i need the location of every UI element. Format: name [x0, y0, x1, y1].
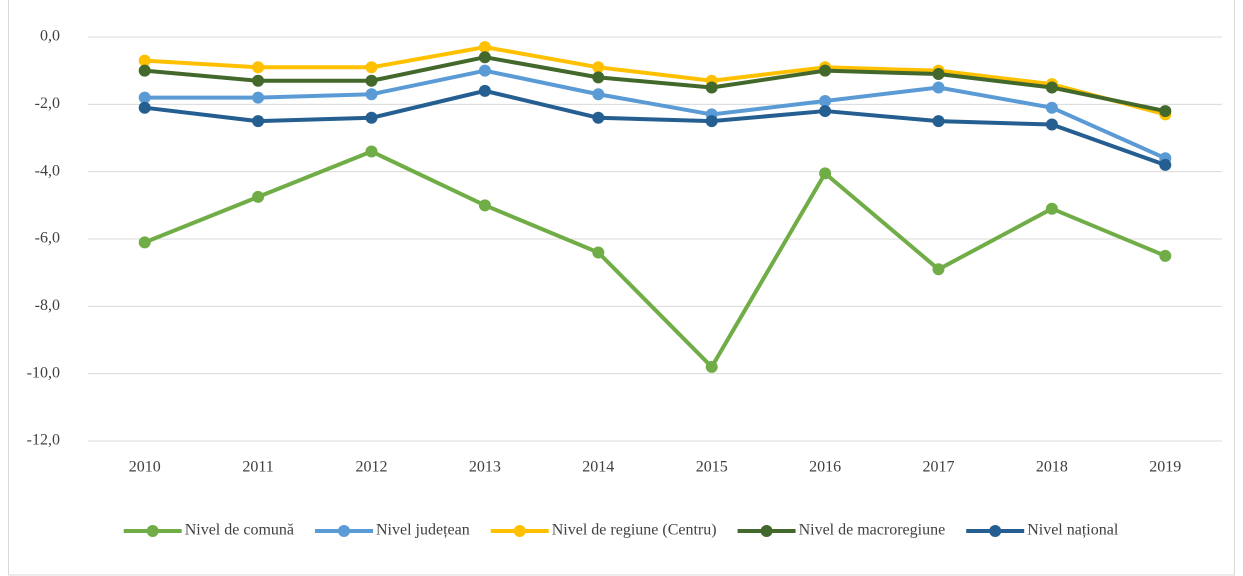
- data-point: [138, 91, 151, 104]
- data-point: [1159, 105, 1172, 118]
- data-point: [592, 111, 605, 124]
- legend-label: Nivel de comună: [185, 522, 294, 539]
- data-point: [252, 190, 265, 203]
- data-point: [1045, 202, 1058, 215]
- x-tick-label: 2011: [242, 459, 273, 476]
- legend-marker: [760, 525, 773, 537]
- data-point: [365, 111, 378, 124]
- data-point: [478, 41, 491, 54]
- data-point: [819, 94, 832, 107]
- data-point: [1159, 158, 1172, 171]
- x-tick-label: 2010: [129, 459, 161, 476]
- y-tick-label: -10,0: [27, 364, 60, 381]
- data-point: [592, 246, 605, 259]
- x-tick-label: 2017: [923, 459, 955, 476]
- data-point: [932, 115, 945, 128]
- data-point: [1159, 249, 1172, 262]
- data-point: [592, 61, 605, 74]
- data-point: [138, 54, 151, 67]
- legend-label: Nivel de macroregiune: [799, 522, 946, 539]
- data-point: [365, 74, 378, 87]
- y-tick-label: -12,0: [27, 432, 60, 449]
- legend-marker: [338, 525, 351, 537]
- legend-label: Nivel județean: [376, 522, 470, 539]
- data-point: [252, 61, 265, 74]
- data-point: [932, 263, 945, 276]
- legend-marker: [513, 525, 526, 537]
- data-point: [592, 71, 605, 84]
- x-tick-label: 2015: [696, 459, 728, 476]
- data-point: [705, 81, 718, 94]
- series-line: [144, 55, 1166, 114]
- data-point: [705, 360, 718, 373]
- series-line: [144, 45, 1166, 117]
- data-point: [705, 115, 718, 128]
- legend-label: Nivel de regiune (Centru): [552, 522, 717, 539]
- x-tick-label: 2013: [469, 459, 501, 476]
- y-tick-label: -4,0: [35, 162, 60, 179]
- data-point: [252, 74, 265, 87]
- data-point: [478, 199, 491, 212]
- data-point: [365, 88, 378, 101]
- legend-marker: [146, 525, 159, 537]
- legend-label: Nivel național: [1027, 522, 1119, 539]
- y-tick-label: -2,0: [35, 95, 60, 112]
- data-point: [252, 91, 265, 104]
- data-point: [592, 88, 605, 101]
- data-point: [932, 68, 945, 81]
- data-point: [365, 145, 378, 158]
- data-point: [478, 84, 491, 97]
- x-tick-label: 2018: [1036, 459, 1068, 476]
- y-tick-label: -6,0: [35, 230, 60, 247]
- y-tick-label: 0,0: [40, 28, 60, 45]
- x-tick-label: 2014: [582, 459, 614, 476]
- x-tick-label: 2019: [1149, 459, 1181, 476]
- data-point: [1045, 101, 1058, 114]
- data-point: [365, 61, 378, 74]
- data-point: [819, 105, 832, 118]
- data-point: [478, 64, 491, 77]
- y-tick-label: -8,0: [35, 297, 60, 314]
- data-point: [1045, 81, 1058, 94]
- data-point: [1045, 118, 1058, 131]
- x-tick-label: 2016: [809, 459, 841, 476]
- data-point: [252, 115, 265, 128]
- series-line: [143, 149, 1167, 369]
- data-point: [819, 64, 832, 77]
- data-point: [138, 64, 151, 77]
- series-line: [144, 88, 1166, 167]
- data-point: [932, 81, 945, 94]
- data-point: [138, 236, 151, 249]
- data-point: [478, 51, 491, 64]
- series-line: [144, 68, 1167, 161]
- x-tick-label: 2012: [356, 459, 388, 476]
- data-point: [138, 101, 151, 114]
- data-point: [819, 167, 832, 180]
- legend-marker: [989, 525, 1002, 537]
